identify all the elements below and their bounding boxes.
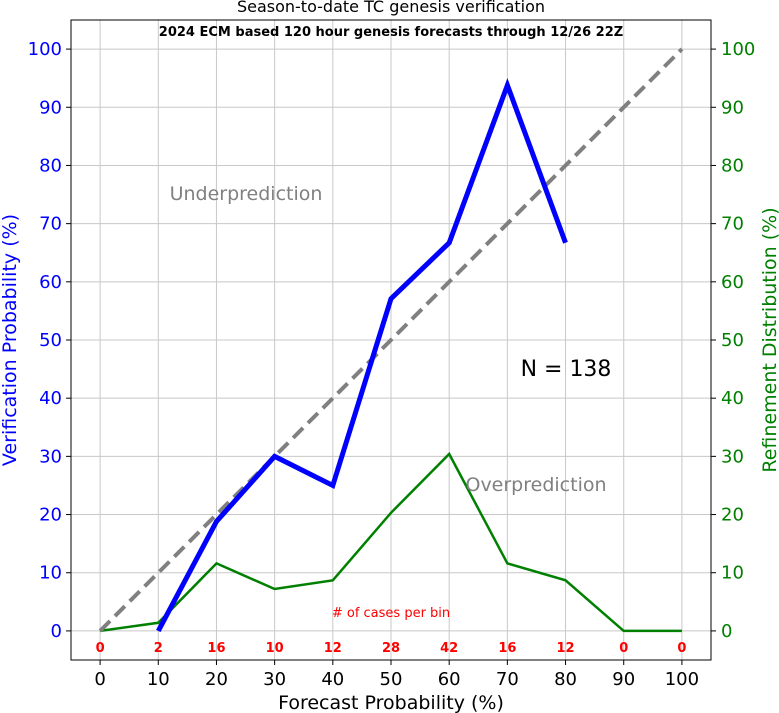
x-tick-label: 50 — [380, 669, 403, 690]
x-tick-label: 20 — [205, 669, 228, 690]
chart-subtitle: 2024 ECM based 120 hour genesis forecast… — [159, 25, 623, 40]
y-tick-label-left: 80 — [39, 155, 62, 176]
y-tick-label-right: 10 — [721, 563, 744, 584]
bin-count-label: 16 — [207, 641, 225, 656]
bin-count-label: 0 — [619, 641, 628, 656]
y-axis-label-left: Verification Probability (%) — [0, 214, 21, 466]
x-tick-label: 90 — [612, 669, 635, 690]
bin-count-label: 0 — [677, 641, 686, 656]
x-tick-label: 80 — [554, 669, 577, 690]
y-tick-label-right: 40 — [721, 388, 744, 409]
bin-count-label: 12 — [556, 641, 574, 656]
y-tick-label-right: 60 — [721, 272, 744, 293]
x-axis-label: Forecast Probability (%) — [278, 692, 504, 713]
y-tick-label-left: 100 — [28, 39, 62, 60]
bin-counts: 0 2 16 10 12 28 42 16 12 0 0 — [96, 641, 687, 656]
x-tick-label: 10 — [147, 669, 170, 690]
y-tick-label-right: 50 — [721, 330, 744, 351]
y-tick-label-left: 30 — [39, 446, 62, 467]
y-tick-label-right: 100 — [721, 39, 755, 60]
y-tick-label-right: 80 — [721, 155, 744, 176]
grid — [71, 20, 711, 660]
bin-count-label: 28 — [382, 641, 400, 656]
bin-count-label: 2 — [154, 641, 163, 656]
x-tick-label: 70 — [496, 669, 519, 690]
y-tick-label-left: 60 — [39, 272, 62, 293]
x-tick-label: 100 — [665, 669, 699, 690]
bin-count-label: 12 — [324, 641, 342, 656]
chart-title: Season-to-date TC genesis verification — [237, 0, 545, 16]
perfect-reliability-line — [98, 47, 684, 633]
overprediction-label: Overprediction — [465, 474, 606, 496]
x-tick-label: 30 — [263, 669, 286, 690]
y-tick-label-left: 90 — [39, 97, 62, 118]
y-tick-label-right: 90 — [721, 97, 744, 118]
y-tick-label-right: 70 — [721, 214, 744, 235]
x-tick-label: 60 — [438, 669, 461, 690]
bin-count-label: 0 — [96, 641, 105, 656]
y-tick-label-left: 0 — [51, 621, 62, 642]
verification-line — [156, 77, 568, 633]
y-tick-label-right: 0 — [721, 621, 732, 642]
underprediction-label: Underprediction — [170, 183, 323, 205]
y-axis-label-right: Refinement Distribution (%) — [759, 207, 779, 472]
y-tick-label-right: 20 — [721, 505, 744, 526]
bin-count-label: 42 — [440, 641, 458, 656]
bin-count-label: 10 — [266, 641, 284, 656]
series-layer — [98, 47, 684, 633]
y-tick-label-left: 20 — [39, 505, 62, 526]
y-tick-label-left: 50 — [39, 330, 62, 351]
refinement-line — [99, 451, 682, 633]
y-tick-label-left: 10 — [39, 563, 62, 584]
y-tick-label-left: 70 — [39, 214, 62, 235]
y-tick-label-left: 40 — [39, 388, 62, 409]
bin-count-label: 16 — [498, 641, 516, 656]
x-tick-label: 0 — [94, 669, 105, 690]
x-tick-label: 40 — [321, 669, 344, 690]
cases-per-bin-label: # of cases per bin — [332, 606, 450, 621]
n-count-label: N = 138 — [521, 357, 612, 382]
y-tick-label-right: 30 — [721, 446, 744, 467]
